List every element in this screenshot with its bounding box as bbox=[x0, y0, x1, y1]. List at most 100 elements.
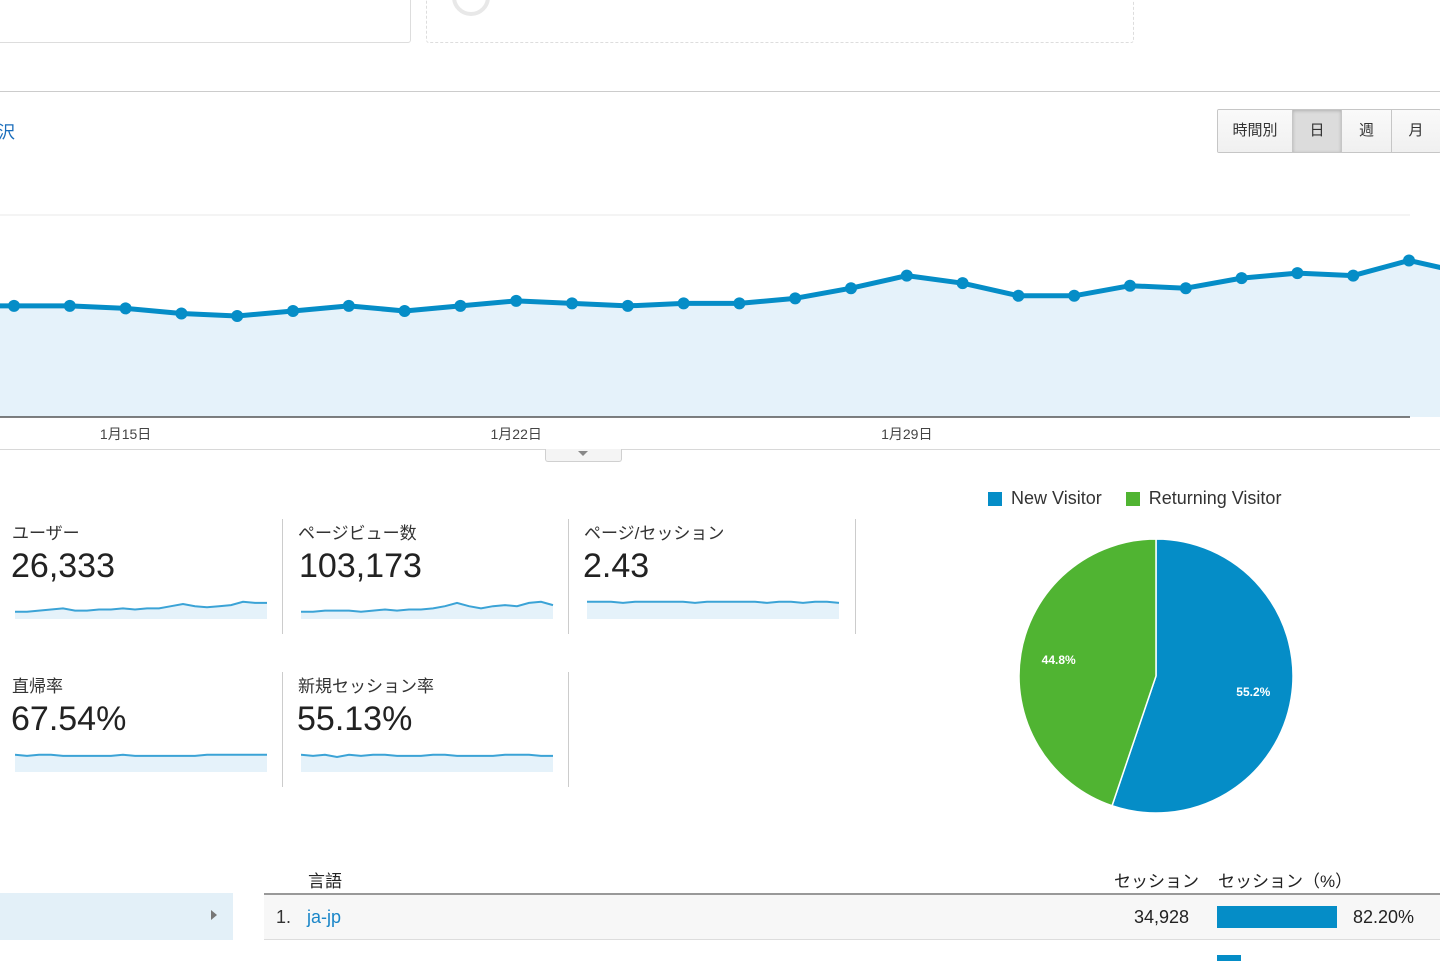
sparkline-area bbox=[15, 754, 267, 772]
legend-label: Returning Visitor bbox=[1148, 488, 1282, 508]
metric-value: 67.54% bbox=[11, 700, 127, 738]
data-point bbox=[454, 299, 467, 312]
column-header-sessions-pct[interactable]: セッション（%） bbox=[1218, 872, 1353, 891]
sparkline-area bbox=[15, 601, 267, 619]
metric-label: 直帰率 bbox=[12, 677, 63, 696]
sessions-line-chart: 1月15日 1月22日 1月29日 bbox=[0, 214, 1440, 442]
series-area bbox=[0, 260, 1440, 417]
dimension-list-item[interactable] bbox=[0, 893, 233, 940]
sparkline-line bbox=[15, 753, 267, 757]
metric-sparkline bbox=[301, 600, 554, 619]
metric-label: 新規セッション率 bbox=[298, 677, 434, 696]
granularity-hourly-button[interactable]: 時間別 bbox=[1218, 110, 1292, 152]
metric-selector-link[interactable]: 沢 bbox=[0, 123, 15, 142]
metric-separator bbox=[282, 519, 283, 634]
row-sessions-bar bbox=[1217, 906, 1337, 928]
collapse-chart-toggle[interactable] bbox=[545, 449, 622, 462]
data-point bbox=[1179, 282, 1192, 295]
granularity-month-button[interactable]: 月 bbox=[1391, 110, 1440, 152]
data-point bbox=[845, 282, 857, 295]
data-point bbox=[733, 297, 746, 310]
metric-bounce-rate[interactable]: 直帰率 67.54% bbox=[11, 672, 268, 787]
metric-separator bbox=[568, 519, 569, 634]
row-sessions-bar bbox=[1217, 955, 1241, 961]
legend-item-returning-visitor[interactable]: Returning Visitor bbox=[1125, 488, 1282, 509]
visitor-pie-chart: 55.2% 44.8% bbox=[1018, 538, 1294, 814]
data-point bbox=[621, 299, 634, 312]
data-point bbox=[119, 302, 132, 315]
series-line bbox=[0, 257, 1440, 319]
data-point bbox=[789, 292, 802, 305]
sparkline-area bbox=[301, 601, 553, 619]
x-tick-label: 1月15日 bbox=[100, 426, 151, 442]
metric-users[interactable]: ユーザー 26,333 bbox=[11, 519, 268, 634]
metric-value: 26,333 bbox=[11, 547, 115, 585]
data-point bbox=[1235, 272, 1248, 285]
data-point bbox=[8, 299, 20, 312]
sparkline-area bbox=[301, 754, 553, 772]
granularity-toggle: 時間別 日 週 月 bbox=[1217, 109, 1440, 153]
loading-card bbox=[426, 0, 1134, 43]
metric-sparkline bbox=[587, 600, 840, 619]
pie-slice-label: 55.2% bbox=[1236, 685, 1270, 699]
table-row-partial bbox=[264, 953, 1440, 961]
metric-label: ページビュー数 bbox=[298, 524, 417, 543]
data-point bbox=[342, 299, 355, 312]
data-point bbox=[566, 297, 578, 310]
metric-label: ユーザー bbox=[12, 524, 80, 543]
metric-sparkline bbox=[15, 600, 267, 619]
row-language-link[interactable]: ja-jp bbox=[307, 907, 342, 927]
row-sessions: 34,928 bbox=[1134, 907, 1190, 927]
data-point bbox=[1403, 254, 1415, 267]
data-point bbox=[1291, 267, 1304, 280]
summary-card bbox=[0, 0, 411, 43]
data-point bbox=[956, 277, 969, 290]
metric-separator bbox=[855, 519, 856, 634]
metric-sparkline bbox=[301, 753, 553, 772]
sparkline-line bbox=[301, 753, 553, 759]
row-sessions-pct: 82.20% bbox=[1353, 907, 1415, 927]
legend-item-new-visitor[interactable]: New Visitor bbox=[988, 488, 1102, 509]
x-tick-label: 1月29日 bbox=[881, 426, 932, 442]
pie-slice bbox=[1111, 538, 1294, 814]
data-point bbox=[1068, 289, 1081, 302]
chart-bottom-divider bbox=[0, 449, 1440, 450]
metric-separator bbox=[568, 672, 569, 787]
legend-swatch bbox=[988, 491, 1002, 506]
x-tick-label: 1月22日 bbox=[491, 426, 542, 442]
data-point bbox=[287, 304, 299, 317]
data-point bbox=[398, 304, 411, 317]
metric-label: ページ/セッション bbox=[584, 524, 725, 543]
sparkline-line bbox=[15, 600, 267, 613]
legend-label: New Visitor bbox=[1011, 488, 1102, 508]
metric-pageviews[interactable]: ページビュー数 103,173 bbox=[298, 519, 554, 634]
column-header-sessions[interactable]: セッション bbox=[1114, 872, 1199, 891]
metric-pages-per-session[interactable]: ページ/セッション 2.43 bbox=[583, 519, 840, 634]
granularity-day-button[interactable]: 日 bbox=[1292, 110, 1341, 152]
data-point bbox=[1347, 269, 1360, 282]
metric-sparkline bbox=[15, 753, 267, 772]
section-divider bbox=[0, 91, 1440, 92]
row-rank: 1. bbox=[276, 907, 292, 927]
metric-value: 2.43 bbox=[583, 547, 650, 585]
metric-separator bbox=[282, 672, 283, 787]
data-point bbox=[677, 297, 690, 310]
sparkline-line bbox=[587, 600, 840, 604]
granularity-week-button[interactable]: 週 bbox=[1341, 110, 1391, 152]
chevron-right-icon bbox=[211, 910, 217, 920]
data-point bbox=[1012, 289, 1025, 302]
column-header-language[interactable]: 言語 bbox=[308, 872, 342, 891]
metric-new-sessions[interactable]: 新規セッション率 55.13% bbox=[297, 672, 554, 787]
legend-swatch bbox=[1125, 491, 1140, 506]
data-point bbox=[63, 299, 76, 312]
data-point bbox=[231, 310, 244, 322]
data-point bbox=[510, 294, 523, 307]
data-point bbox=[1124, 279, 1136, 292]
sparkline-line bbox=[301, 600, 554, 613]
metric-value: 103,173 bbox=[299, 547, 422, 585]
data-point bbox=[900, 269, 913, 282]
table-row: 1. ja-jp 34,928 82.20% bbox=[264, 893, 1440, 940]
sparkline-area bbox=[587, 601, 839, 619]
data-point bbox=[175, 307, 188, 320]
pie-slice-label: 44.8% bbox=[1042, 653, 1076, 667]
